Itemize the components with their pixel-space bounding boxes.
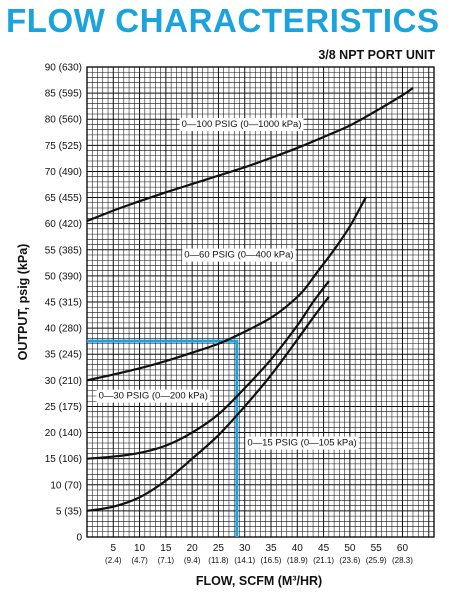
- y-tick-label: 80 (560): [45, 115, 82, 126]
- y-tick-label: 60 (420): [45, 219, 82, 230]
- series-line-2: [86, 280, 330, 460]
- series-label-bg-1: [182, 248, 296, 262]
- y-tick-label: 50 (390): [45, 271, 82, 282]
- x-tick-sublabel: (21.1): [313, 556, 334, 565]
- x-tick-sublabel: (9.4): [184, 556, 201, 565]
- x-tick-label: 5: [111, 543, 117, 554]
- x-tick-label: 35: [265, 543, 277, 554]
- x-axis-label: FLOW, SCFM (M³/HR): [196, 574, 322, 588]
- x-tick-label: 60: [397, 543, 409, 554]
- x-tick-label: 10: [134, 543, 146, 554]
- x-tick-label: 15: [160, 543, 172, 554]
- y-axis-label: OUTPUT, psig (kPa): [16, 244, 30, 361]
- series-line-1: [86, 197, 367, 382]
- series-label-1: 0—60 PSIG (0—400 kPa): [184, 250, 293, 261]
- series-label-3: 0—15 PSIG (0—105 kPa): [247, 438, 356, 449]
- y-tick-label: 15 (106): [45, 454, 82, 465]
- y-tick-label: 70 (490): [45, 167, 82, 178]
- x-tick-sublabel: (14.1): [234, 556, 255, 565]
- series-label-0: 0—100 PSIG (0—1000 kPa): [182, 119, 302, 130]
- y-tick-label: 10 (70): [50, 480, 82, 491]
- y-tick-label: 65 (455): [45, 193, 82, 204]
- grid: [86, 66, 435, 538]
- x-tick-sublabel: (28.3): [392, 556, 413, 565]
- axis-ticks: 0 5 (35) 10 (70) 15 (106) 20 (140) 25 (175) 30…: [45, 63, 413, 566]
- series-line-3: [86, 296, 330, 512]
- y-tick-label: 35 (245): [45, 350, 82, 361]
- x-tick-sublabel: (7.1): [158, 556, 175, 565]
- y-tick-label: 25 (175): [45, 402, 82, 413]
- series-label-bg-3: [245, 436, 359, 450]
- curves: 0—100 PSIG (0—1000 kPa) 0—60 PSIG (0—400 …: [86, 86, 414, 512]
- x-tick-sublabel: (11.8): [208, 556, 229, 565]
- chart-subtitle: 3/8 NPT PORT UNIT: [318, 48, 435, 62]
- series-label-bg-2: [96, 389, 210, 403]
- y-tick-label: 90 (630): [45, 63, 82, 74]
- reading-line: [87, 339, 239, 537]
- reading-annotation: [87, 339, 239, 537]
- y-tick-label: 5 (35): [56, 506, 82, 517]
- series-line-0: [86, 86, 414, 223]
- series-label-bg-0: [179, 118, 304, 132]
- series-label-2: 0—30 PSIG (0—200 kPa): [99, 391, 208, 402]
- x-tick-label: 20: [187, 543, 199, 554]
- x-tick-sublabel: (25.9): [366, 556, 387, 565]
- y-tick-label: 30 (210): [45, 376, 82, 387]
- y-tick-label: 40 (280): [45, 324, 82, 335]
- x-tick-label: 40: [292, 543, 304, 554]
- x-tick-label: 55: [371, 543, 383, 554]
- plot-frame: [86, 66, 435, 538]
- x-tick-label: 25: [213, 543, 225, 554]
- y-tick-label: 0: [76, 533, 82, 544]
- x-tick-sublabel: (18.9): [287, 556, 308, 565]
- x-tick-label: 30: [239, 543, 251, 554]
- x-tick-label: 50: [344, 543, 356, 554]
- chart-title: FLOW CHARACTERISTICS: [6, 2, 440, 39]
- y-tick-label: 45 (315): [45, 298, 82, 309]
- x-tick-label: 45: [318, 543, 330, 554]
- y-tick-label: 85 (595): [45, 89, 82, 100]
- x-tick-sublabel: (16.5): [261, 556, 282, 565]
- y-tick-label: 75 (525): [45, 141, 82, 152]
- x-tick-sublabel: (4.7): [131, 556, 148, 565]
- x-tick-sublabel: (2.4): [105, 556, 122, 565]
- y-tick-label: 55 (385): [45, 245, 82, 256]
- x-tick-sublabel: (23.6): [339, 556, 360, 565]
- y-tick-label: 20 (140): [45, 428, 82, 439]
